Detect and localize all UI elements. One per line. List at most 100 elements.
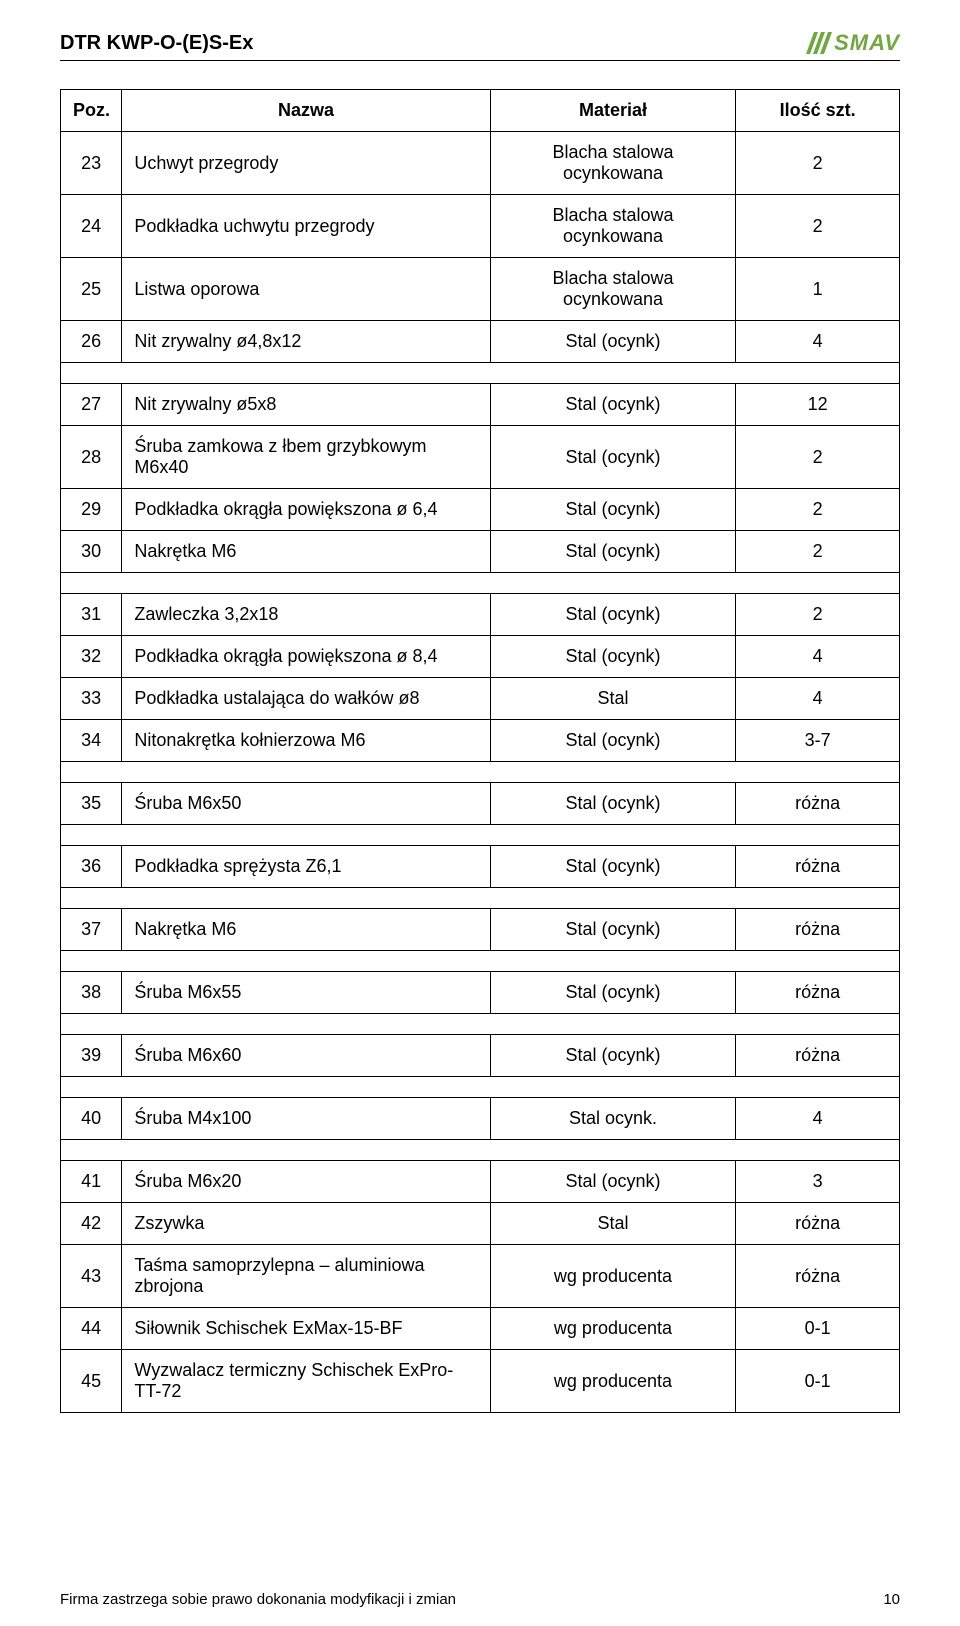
table-row: 44Siłownik Schischek ExMax-15-BFwg produ… xyxy=(61,1308,900,1350)
cell-ilosc: różna xyxy=(736,1203,900,1245)
cell-nazwa: Śruba M6x50 xyxy=(122,783,490,825)
cell-ilosc: 4 xyxy=(736,321,900,363)
table-row: 36Podkładka sprężysta Z6,1Stal (ocynk)ró… xyxy=(61,846,900,888)
cell-material: wg producenta xyxy=(490,1245,736,1308)
table-row: 45Wyzwalacz termiczny Schischek ExPro-TT… xyxy=(61,1350,900,1413)
col-header-ilosc: Ilość szt. xyxy=(736,90,900,132)
table-row: 38Śruba M6x55Stal (ocynk)różna xyxy=(61,972,900,1014)
cell-ilosc: 4 xyxy=(736,636,900,678)
cell-ilosc: 12 xyxy=(736,384,900,426)
cell-nazwa: Taśma samoprzylepna – aluminiowa zbrojon… xyxy=(122,1245,490,1308)
cell-nazwa: Uchwyt przegrody xyxy=(122,132,490,195)
cell-poz: 26 xyxy=(61,321,122,363)
cell-poz: 38 xyxy=(61,972,122,1014)
table-gap xyxy=(61,1077,900,1098)
table-row: 30Nakrętka M6Stal (ocynk)2 xyxy=(61,531,900,573)
table-row: 33Podkładka ustalająca do wałków ø8Stal4 xyxy=(61,678,900,720)
cell-material: Stal ocynk. xyxy=(490,1098,736,1140)
cell-ilosc: 2 xyxy=(736,195,900,258)
cell-nazwa: Listwa oporowa xyxy=(122,258,490,321)
table-gap xyxy=(61,825,900,846)
cell-ilosc: różna xyxy=(736,972,900,1014)
cell-material: Stal (ocynk) xyxy=(490,489,736,531)
cell-poz: 23 xyxy=(61,132,122,195)
cell-poz: 39 xyxy=(61,1035,122,1077)
cell-ilosc: 4 xyxy=(736,678,900,720)
table-gap xyxy=(61,951,900,972)
col-header-material: Materiał xyxy=(490,90,736,132)
cell-material: Stal (ocynk) xyxy=(490,594,736,636)
cell-poz: 40 xyxy=(61,1098,122,1140)
cell-material: Stal (ocynk) xyxy=(490,720,736,762)
cell-poz: 31 xyxy=(61,594,122,636)
table-row: 34Nitonakrętka kołnierzowa M6Stal (ocynk… xyxy=(61,720,900,762)
cell-ilosc: różna xyxy=(736,783,900,825)
cell-poz: 44 xyxy=(61,1308,122,1350)
table-row: 31Zawleczka 3,2x18Stal (ocynk)2 xyxy=(61,594,900,636)
cell-material: wg producenta xyxy=(490,1308,736,1350)
table-gap xyxy=(61,573,900,594)
cell-ilosc: 3 xyxy=(736,1161,900,1203)
table-row: 42ZszywkaStalróżna xyxy=(61,1203,900,1245)
cell-nazwa: Podkładka sprężysta Z6,1 xyxy=(122,846,490,888)
cell-poz: 33 xyxy=(61,678,122,720)
cell-material: Stal xyxy=(490,678,736,720)
cell-nazwa: Podkładka okrągła powiększona ø 8,4 xyxy=(122,636,490,678)
cell-nazwa: Nakrętka M6 xyxy=(122,531,490,573)
cell-ilosc: 2 xyxy=(736,132,900,195)
cell-ilosc: 0-1 xyxy=(736,1350,900,1413)
cell-nazwa: Podkładka uchwytu przegrody xyxy=(122,195,490,258)
cell-material: Stal (ocynk) xyxy=(490,783,736,825)
cell-ilosc: 2 xyxy=(736,531,900,573)
table-row: 27Nit zrywalny ø5x8Stal (ocynk)12 xyxy=(61,384,900,426)
cell-ilosc: 0-1 xyxy=(736,1308,900,1350)
cell-poz: 34 xyxy=(61,720,122,762)
cell-nazwa: Nakrętka M6 xyxy=(122,909,490,951)
cell-material: Stal (ocynk) xyxy=(490,426,736,489)
cell-material: wg producenta xyxy=(490,1350,736,1413)
table-row: 26Nit zrywalny ø4,8x12Stal (ocynk)4 xyxy=(61,321,900,363)
table-row: 43Taśma samoprzylepna – aluminiowa zbroj… xyxy=(61,1245,900,1308)
logo-text: SMAV xyxy=(834,30,900,56)
table-gap xyxy=(61,762,900,783)
cell-poz: 30 xyxy=(61,531,122,573)
cell-material: Blacha stalowa ocynkowana xyxy=(490,195,736,258)
cell-nazwa: Podkładka ustalająca do wałków ø8 xyxy=(122,678,490,720)
cell-nazwa: Śruba M4x100 xyxy=(122,1098,490,1140)
table-head: Poz. Nazwa Materiał Ilość szt. xyxy=(61,90,900,132)
cell-material: Stal xyxy=(490,1203,736,1245)
cell-nazwa: Nitonakrętka kołnierzowa M6 xyxy=(122,720,490,762)
cell-material: Stal (ocynk) xyxy=(490,846,736,888)
cell-material: Stal (ocynk) xyxy=(490,972,736,1014)
cell-material: Stal (ocynk) xyxy=(490,321,736,363)
cell-poz: 36 xyxy=(61,846,122,888)
cell-poz: 24 xyxy=(61,195,122,258)
cell-nazwa: Wyzwalacz termiczny Schischek ExPro-TT-7… xyxy=(122,1350,490,1413)
cell-poz: 41 xyxy=(61,1161,122,1203)
table-row: 23Uchwyt przegrodyBlacha stalowa ocynkow… xyxy=(61,132,900,195)
cell-ilosc: 2 xyxy=(736,426,900,489)
cell-material: Blacha stalowa ocynkowana xyxy=(490,132,736,195)
cell-material: Stal (ocynk) xyxy=(490,531,736,573)
logo-stripes-icon xyxy=(810,32,828,54)
table-row: 25Listwa oporowaBlacha stalowa ocynkowan… xyxy=(61,258,900,321)
col-header-poz: Poz. xyxy=(61,90,122,132)
cell-ilosc: różna xyxy=(736,1035,900,1077)
cell-nazwa: Śruba M6x55 xyxy=(122,972,490,1014)
cell-material: Stal (ocynk) xyxy=(490,1161,736,1203)
table-row: 29Podkładka okrągła powiększona ø 6,4Sta… xyxy=(61,489,900,531)
cell-nazwa: Podkładka okrągła powiększona ø 6,4 xyxy=(122,489,490,531)
cell-nazwa: Nit zrywalny ø4,8x12 xyxy=(122,321,490,363)
cell-ilosc: 4 xyxy=(736,1098,900,1140)
cell-nazwa: Nit zrywalny ø5x8 xyxy=(122,384,490,426)
cell-poz: 43 xyxy=(61,1245,122,1308)
page-header: DTR KWP-O-(E)S-Ex SMAV xyxy=(60,30,900,61)
cell-poz: 25 xyxy=(61,258,122,321)
cell-poz: 28 xyxy=(61,426,122,489)
cell-poz: 37 xyxy=(61,909,122,951)
cell-ilosc: 2 xyxy=(736,594,900,636)
table-row: 24Podkładka uchwytu przegrodyBlacha stal… xyxy=(61,195,900,258)
table-gap xyxy=(61,1140,900,1161)
cell-poz: 27 xyxy=(61,384,122,426)
footer-text: Firma zastrzega sobie prawo dokonania mo… xyxy=(60,1591,456,1608)
